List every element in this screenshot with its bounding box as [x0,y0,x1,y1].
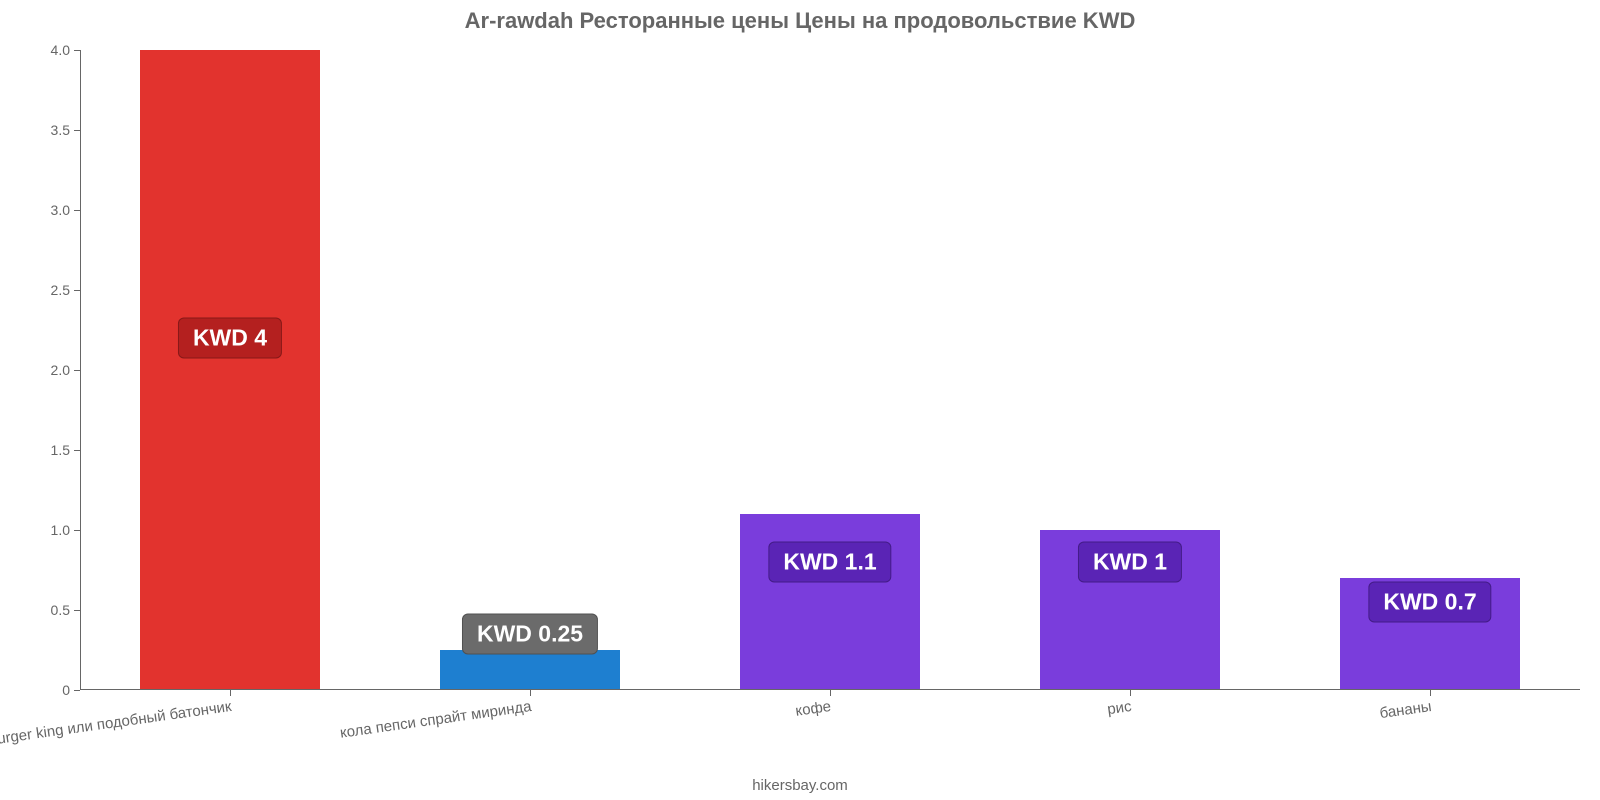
value-label: KWD 0.25 [462,614,598,655]
x-axis-line [80,689,1580,690]
value-label: KWD 1 [1078,542,1182,583]
y-tick-label: 1.5 [51,442,80,458]
y-tick-label: 1.0 [51,522,80,538]
value-label: KWD 4 [178,318,282,359]
y-tick-label: 4.0 [51,42,80,58]
y-tick-label: 3.0 [51,202,80,218]
x-tick-label: кола пепси спрайт миринда [339,698,533,742]
x-tick-label: mac burger king или подобный батончик [0,698,232,753]
x-tick-label: бананы [1378,698,1432,722]
value-label: KWD 1.1 [768,542,891,583]
x-tick [530,690,531,696]
y-axis-line [80,50,81,690]
attribution-text: hikersbay.com [0,777,1600,794]
y-tick-label: 2.5 [51,282,80,298]
x-tick [230,690,231,696]
y-tick-label: 2.0 [51,362,80,378]
x-tick [1130,690,1131,696]
x-tick-label: кофе [795,698,833,720]
x-tick-label: рис [1106,698,1132,718]
value-label: KWD 0.7 [1368,582,1491,623]
y-tick-label: 0.5 [51,602,80,618]
y-tick-label: 0 [62,682,80,698]
x-tick [830,690,831,696]
plot-area: 00.51.01.52.02.53.03.54.0mac burger king… [80,50,1580,690]
chart-title: Ar-rawdah Ресторанные цены Цены на продо… [0,8,1600,34]
bar [440,650,620,690]
x-tick [1430,690,1431,696]
bar [740,514,920,690]
y-tick-label: 3.5 [51,122,80,138]
price-bar-chart: Ar-rawdah Ресторанные цены Цены на продо… [0,0,1600,800]
bar [140,50,320,690]
